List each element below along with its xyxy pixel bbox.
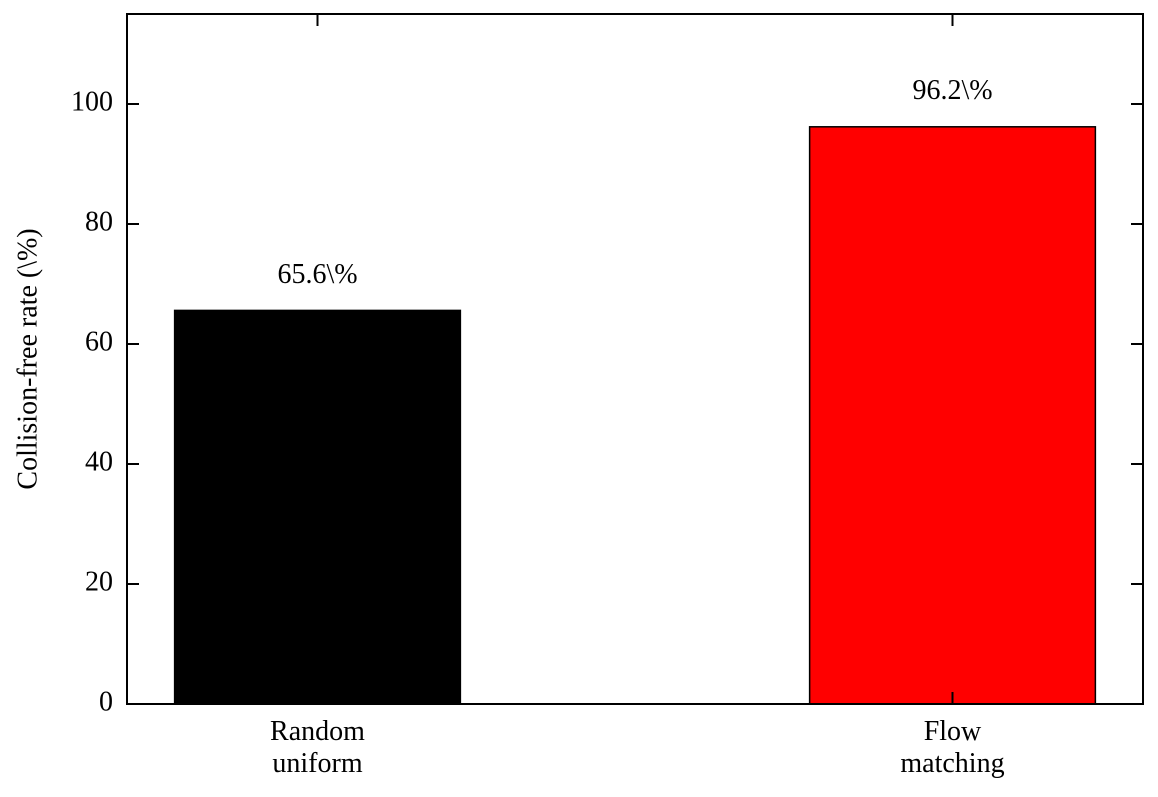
plot-frame	[126, 13, 1144, 705]
y-tick-label: 80	[85, 206, 113, 237]
y-axis-label: Collision-free rate (\%)	[12, 228, 43, 489]
x-tick-label: Flow matching	[900, 716, 1005, 779]
bar	[173, 309, 462, 705]
x-tick-label: Random uniform	[270, 716, 365, 779]
y-tick-label: 20	[85, 566, 113, 597]
y-tick-label: 60	[85, 326, 113, 357]
bar	[808, 126, 1097, 705]
y-tick-label: 0	[99, 686, 113, 717]
y-tick-label: 40	[85, 446, 113, 477]
y-tick-label: 100	[71, 86, 113, 117]
value-label: 65.6\%	[277, 259, 357, 290]
value-label: 96.2\%	[912, 75, 992, 106]
